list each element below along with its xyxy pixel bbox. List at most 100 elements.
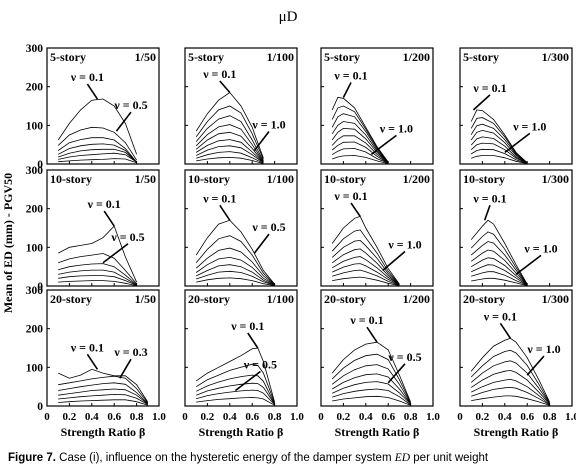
series-line [470,241,528,285]
annotation-arrow [219,80,231,93]
panel-drift-label: 1/100 [267,50,294,64]
panel-frame [320,169,434,287]
series-line [331,239,400,285]
y-tick-label: 0 [37,159,43,171]
chart-panel: 10-story 1/300 ν = 0.1 ν = 1.0 [459,169,573,287]
series-annotation: ν = 0.5 [113,98,147,112]
series-line [470,123,528,164]
annotation-arrow [366,326,378,343]
x-tick-label: 0.2 [63,411,77,423]
series-line [58,375,149,404]
annotation-arrow [387,363,406,384]
panel-story-label: 10-story [324,172,366,186]
panel-frame [459,169,573,287]
series-line [58,263,137,285]
series-line [195,235,275,285]
series-line [470,249,528,285]
annotation-arrow [382,250,406,272]
series-annotation: ν = 0.1 [472,81,506,95]
y-tick-label: 200 [26,324,44,336]
chart-panel: 10-story 1/200 ν = 0.1 ν = 1.0 [320,169,434,287]
annotation-arrow [119,358,132,379]
panel-frame [184,289,298,407]
annotation-arrow [253,233,270,254]
series-line [196,270,275,286]
series-annotation: ν = 0.1 [230,319,264,333]
x-tick-label: 0.2 [201,411,215,423]
series-line [58,368,149,403]
series-annotation: ν = 1.0 [523,241,557,255]
chart-panel: 0 100 200 300 10-story 1/50 ν = 0.1 ν = 0.5 [26,165,160,293]
series-line [332,388,411,406]
series-line [331,353,411,403]
series-line [58,388,149,405]
series-line [196,382,275,405]
panel-drift-label: 1/200 [403,50,430,64]
chart-panel: 0 100 200 300 5-story 1/50 ν = 0.1 ν = 0.5 [26,43,160,171]
series-line [195,256,275,286]
series-line [471,271,528,286]
series-annotation: ν = 0.3 [113,345,147,359]
panel-drift-label: 1/300 [542,50,569,64]
series-annotation: ν = 1.0 [526,342,560,356]
series-line [331,373,411,404]
chart-panel: 5-story 1/300 ν = 0.1 ν = 1.0 [459,47,573,165]
chart-panel: 5-story 1/100 ν = 0.1 ν = 1.0 [184,47,298,165]
chart-panel: 20-story 1/300 ν = 0.1 ν = 1.0 [459,289,573,407]
series-annotation: ν = 0.1 [202,191,236,205]
annotation-arrow [253,130,270,151]
series-line [195,247,275,286]
series-line [331,148,389,164]
x-tick-label: 0 [457,411,463,423]
series-line [195,131,264,163]
panel-frame [320,47,434,165]
x-tick-label: 1.0 [290,411,304,423]
series-line [471,386,550,406]
figure-caption: Figure 7. Case (i), influence on the hys… [8,452,574,464]
y-tick-label: 300 [26,165,44,177]
x-tick-label: 0.4 [359,411,373,423]
panel-frame [184,169,298,287]
series-line [470,148,528,164]
series-line [196,397,275,406]
panel-frame [459,47,573,165]
series-annotation: ν = 0.1 [333,68,367,82]
series-line [58,399,148,406]
panel-drift-label: 1/50 [135,292,156,306]
annotation-arrow [234,370,261,392]
caption-text: Case (i), influence on the hysteretic en… [59,452,392,464]
series-line [331,97,389,163]
series-line [196,151,264,164]
series-line [196,264,275,286]
x-tick-label: 0.6 [520,411,534,423]
annotation-arrow [219,204,231,221]
x-tick-label: 1.0 [565,411,576,423]
series-annotation: ν = 0.1 [87,197,121,211]
x-axis-label: Strength Ratio β [61,425,146,439]
series-line [331,215,400,285]
series-line [332,263,400,286]
series-line [195,219,275,285]
x-tick-label: 0.4 [223,411,237,423]
caption-label: Figure 7. [8,452,56,464]
series-line [470,136,528,164]
series-line [331,105,389,163]
x-tick-label: 0.8 [404,411,418,423]
y-tick-label: 200 [26,204,44,216]
series-line [195,115,264,162]
panel-story-label: 5-story [50,50,86,64]
series-line [470,360,550,404]
series-line [195,363,275,404]
series-line [331,364,411,404]
annotation-arrow [515,254,542,276]
x-tick-label: 0.2 [337,411,351,423]
series-line [331,135,389,164]
series-line [470,109,528,164]
series-line [58,382,149,404]
series-line [470,142,528,164]
panel-frame [46,47,160,165]
series-line [57,137,137,163]
caption-suffix: per unit weight [413,452,489,464]
x-tick-label: 1.0 [426,411,440,423]
